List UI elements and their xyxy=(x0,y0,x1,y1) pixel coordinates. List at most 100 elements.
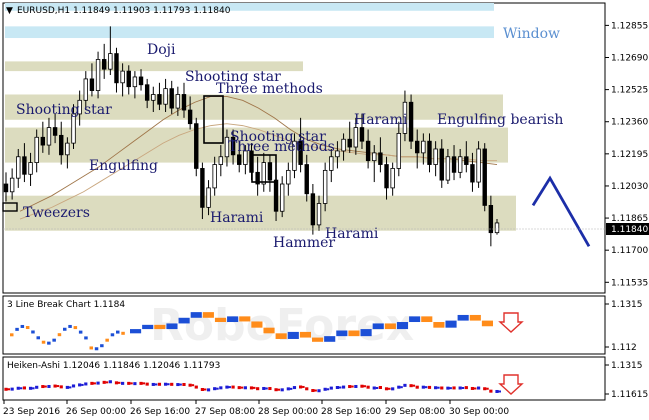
candle-body xyxy=(347,138,352,148)
heikenashi-candle xyxy=(28,386,33,390)
support-resistance-zone xyxy=(5,195,516,231)
heikenashi-candle xyxy=(403,383,407,387)
linebreak-block xyxy=(202,312,214,318)
heikenashi-candle xyxy=(71,384,76,388)
window-zone xyxy=(5,26,494,39)
linebreak-block xyxy=(84,336,88,340)
heikenashi-candle xyxy=(476,386,481,390)
heikenashi-candle xyxy=(56,385,60,388)
heikenashi-candle xyxy=(375,386,379,389)
candle-body xyxy=(267,162,273,181)
heikenashi-candle xyxy=(446,386,450,390)
candle-body xyxy=(304,164,309,195)
candle-body xyxy=(59,134,64,156)
linebreak-block xyxy=(409,316,421,323)
candle-body xyxy=(298,140,303,165)
heikenashi-candle xyxy=(292,386,297,390)
linebreak-block xyxy=(36,336,40,340)
support-resistance-zone xyxy=(5,61,303,72)
heikenashi-candle xyxy=(289,387,293,390)
heikenashi-candle xyxy=(489,389,493,393)
linebreak-block xyxy=(94,347,99,351)
heikenashi-candle xyxy=(127,381,131,385)
linebreak-header: 3 Line Break Chart 1.1184 xyxy=(7,300,125,310)
heikenashi-candle xyxy=(378,386,382,390)
candle-body xyxy=(169,88,174,109)
heikenashi-candle xyxy=(338,386,342,389)
candle-body xyxy=(89,78,95,91)
heikenashi-candle xyxy=(154,383,158,386)
heikenashi-candle xyxy=(170,382,174,386)
candle-body xyxy=(218,156,224,165)
candle-body xyxy=(286,169,291,185)
candle-body xyxy=(102,59,107,70)
heikenashi-candle xyxy=(68,386,72,389)
heikenashi-candle xyxy=(225,385,229,389)
candle-body xyxy=(390,168,395,189)
pattern-annotation: Engulfing xyxy=(89,158,158,174)
linebreak-block xyxy=(41,340,46,344)
linebreak-block xyxy=(287,331,299,339)
heikenashi-candle xyxy=(7,388,10,391)
linebreak-block xyxy=(166,323,178,330)
linebreak-block xyxy=(57,333,62,337)
linebreak-block xyxy=(89,346,93,350)
heikenashi-candle xyxy=(384,387,389,391)
candle-body xyxy=(243,150,248,165)
pattern-annotation: Hammer xyxy=(273,235,335,251)
heikenashi-candle xyxy=(108,380,112,384)
candle-body xyxy=(470,164,475,183)
candle-body xyxy=(144,84,150,101)
linebreak-tick-label: 1.1315 xyxy=(611,300,643,310)
candle-body xyxy=(212,164,217,189)
time-tick-label: 28 Sep 16:00 xyxy=(321,407,381,417)
candle-body xyxy=(273,179,279,212)
heikenashi-candle xyxy=(363,385,366,388)
candle-body xyxy=(224,136,230,158)
heikenashi-candle xyxy=(277,388,281,391)
candle-body xyxy=(46,127,52,146)
subpanel-axes: 1.1315 1.112 1.1315 1.11615 xyxy=(605,300,648,400)
price-tick-label: 1.12690 xyxy=(611,53,648,63)
linebreak-block xyxy=(68,324,72,328)
heikenashi-candle xyxy=(167,383,170,386)
heikenashi-candle xyxy=(317,389,321,393)
linebreak-block xyxy=(263,327,275,334)
heikenashi-candle xyxy=(22,386,27,390)
heikenashi-candle xyxy=(388,387,391,390)
candle-body xyxy=(261,162,266,185)
pattern-boxes xyxy=(2,95,277,212)
candle-body xyxy=(365,140,371,162)
heikenashi-candle xyxy=(133,382,137,386)
heikenashi-candle xyxy=(163,382,168,386)
current-price-label: 1.11840 xyxy=(611,225,648,235)
heikenashi-candle xyxy=(53,384,57,388)
candle-body xyxy=(329,156,334,171)
linebreak-block xyxy=(110,333,115,337)
candle-body xyxy=(65,142,70,156)
time-tick-label: 23 Sep 2016 xyxy=(3,407,60,417)
heikenashi-candle xyxy=(348,385,352,389)
heikenashi-candle xyxy=(495,389,499,393)
candle-body xyxy=(138,76,144,86)
forecast-line xyxy=(531,175,591,247)
heikenashi-candle xyxy=(424,386,428,389)
heikenashi-candle xyxy=(200,387,204,391)
heikenashi-candle xyxy=(351,385,354,388)
linebreak-block xyxy=(348,330,360,337)
linebreak-block xyxy=(73,326,78,330)
down-arrow-icon xyxy=(498,374,524,395)
pattern-annotation: Shooting star xyxy=(16,102,112,118)
candle-body xyxy=(433,148,438,165)
candle-body xyxy=(28,162,33,175)
pattern-annotation: Three methods xyxy=(228,139,335,155)
heikenashi-candle xyxy=(157,382,162,386)
chevron-down-icon[interactable]: ▼ xyxy=(6,6,13,16)
window-zone xyxy=(5,3,494,11)
candle-body xyxy=(476,148,481,183)
price-tick-label: 1.12525 xyxy=(611,86,648,96)
heikenashi-candle xyxy=(121,381,125,385)
pattern-annotation: Three methods xyxy=(216,81,323,97)
time-tick-label: 27 Sep 08:00 xyxy=(195,407,255,417)
alert-arrows xyxy=(498,312,524,395)
